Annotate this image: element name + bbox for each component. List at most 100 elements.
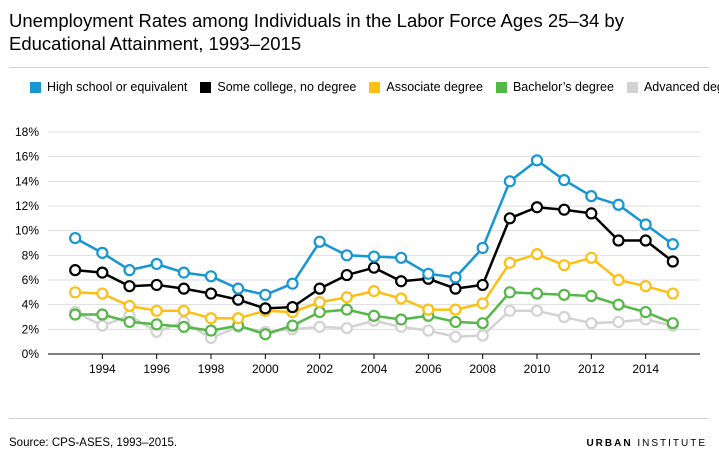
data-point: [558, 203, 571, 216]
data-point: [666, 317, 679, 330]
x-tick-label: 1996: [143, 362, 170, 376]
legend-swatch: [626, 81, 638, 93]
data-point: [449, 282, 462, 295]
y-tick-label: 2%: [22, 322, 40, 336]
data-point: [612, 198, 625, 211]
chart-title: Unemployment Rates among Individuals in …: [9, 10, 624, 54]
data-point: [503, 175, 516, 188]
data-point: [340, 291, 353, 304]
data-point: [259, 288, 272, 301]
data-point: [585, 289, 598, 303]
data-point: [585, 190, 598, 203]
data-point: [69, 308, 82, 321]
data-point: [449, 330, 462, 343]
data-point: [476, 241, 489, 255]
data-point: [123, 264, 136, 277]
legend-label: Associate degree: [386, 80, 483, 94]
y-tick-label: 18%: [15, 125, 39, 139]
data-point: [666, 238, 679, 251]
data-point: [367, 309, 381, 322]
data-point: [177, 266, 190, 279]
data-point: [530, 248, 544, 261]
data-point: [367, 250, 381, 263]
data-point: [96, 246, 109, 259]
data-point: [422, 303, 435, 316]
data-point: [177, 320, 190, 333]
data-point: [503, 212, 516, 225]
data-point: [530, 287, 544, 300]
data-point: [340, 249, 353, 262]
legend-label: Bachelor’s degree: [512, 80, 614, 94]
data-point: [313, 296, 326, 309]
data-point: [612, 315, 625, 329]
y-tick-label: 6%: [22, 273, 40, 287]
data-point: [639, 305, 652, 319]
data-point: [395, 292, 408, 305]
data-point: [612, 298, 625, 311]
data-point: [340, 322, 353, 335]
data-point: [503, 256, 516, 269]
data-point: [639, 218, 652, 231]
data-point: [585, 251, 598, 264]
data-point: [69, 231, 82, 245]
data-point: [96, 287, 109, 300]
data-point: [259, 302, 272, 315]
legend: High school or equivalent Some college, n…: [30, 80, 719, 94]
x-tick-label: 1994: [89, 362, 116, 376]
data-point: [585, 207, 598, 220]
x-tick-label: 1998: [198, 362, 225, 376]
legend-swatch: [369, 81, 381, 93]
data-point: [558, 174, 571, 187]
data-point: [96, 319, 109, 332]
data-point: [204, 312, 218, 325]
data-point: [123, 280, 136, 293]
data-point: [340, 303, 353, 316]
data-point: [204, 270, 218, 283]
data-point: [313, 320, 326, 333]
legend-label: High school or equivalent: [47, 80, 188, 94]
data-point: [639, 280, 652, 293]
data-point: [204, 324, 218, 337]
data-point: [422, 267, 435, 280]
data-point: [177, 282, 190, 295]
y-tick-label: 16%: [15, 150, 39, 164]
data-point: [286, 301, 299, 314]
data-point: [150, 278, 163, 292]
data-point: [422, 324, 435, 337]
data-point: [449, 315, 462, 329]
data-point: [232, 293, 245, 306]
x-tick-label: 2004: [361, 362, 388, 376]
x-tick-label: 2000: [252, 362, 279, 376]
brand-bold: URBAN: [586, 438, 633, 449]
data-point: [367, 261, 381, 274]
data-point: [558, 310, 571, 324]
legend-item: Advanced degree: [626, 80, 719, 94]
data-point: [367, 285, 381, 298]
data-point: [530, 304, 544, 317]
y-tick-label: 12%: [15, 199, 39, 213]
data-point: [612, 234, 625, 247]
data-point: [449, 271, 462, 284]
data-point: [232, 312, 245, 325]
legend-label: Advanced degree: [643, 80, 719, 94]
x-tick-label: 2002: [306, 362, 333, 376]
data-point: [395, 313, 408, 326]
data-point: [449, 303, 462, 316]
data-point: [503, 286, 516, 299]
data-point: [476, 297, 489, 310]
data-point: [476, 329, 489, 342]
data-point: [530, 154, 544, 167]
data-point: [558, 288, 571, 301]
legend-item: Associate degree: [369, 80, 483, 94]
data-point: [313, 305, 326, 319]
data-point: [150, 257, 163, 271]
data-point: [476, 278, 489, 292]
data-point: [259, 328, 272, 341]
data-point: [123, 299, 136, 312]
data-point: [69, 264, 82, 277]
data-point: [639, 234, 652, 247]
legend-swatch: [495, 81, 507, 93]
series-line: [74, 159, 674, 297]
data-point: [232, 282, 245, 295]
legend-label: Some college, no degree: [217, 80, 357, 94]
